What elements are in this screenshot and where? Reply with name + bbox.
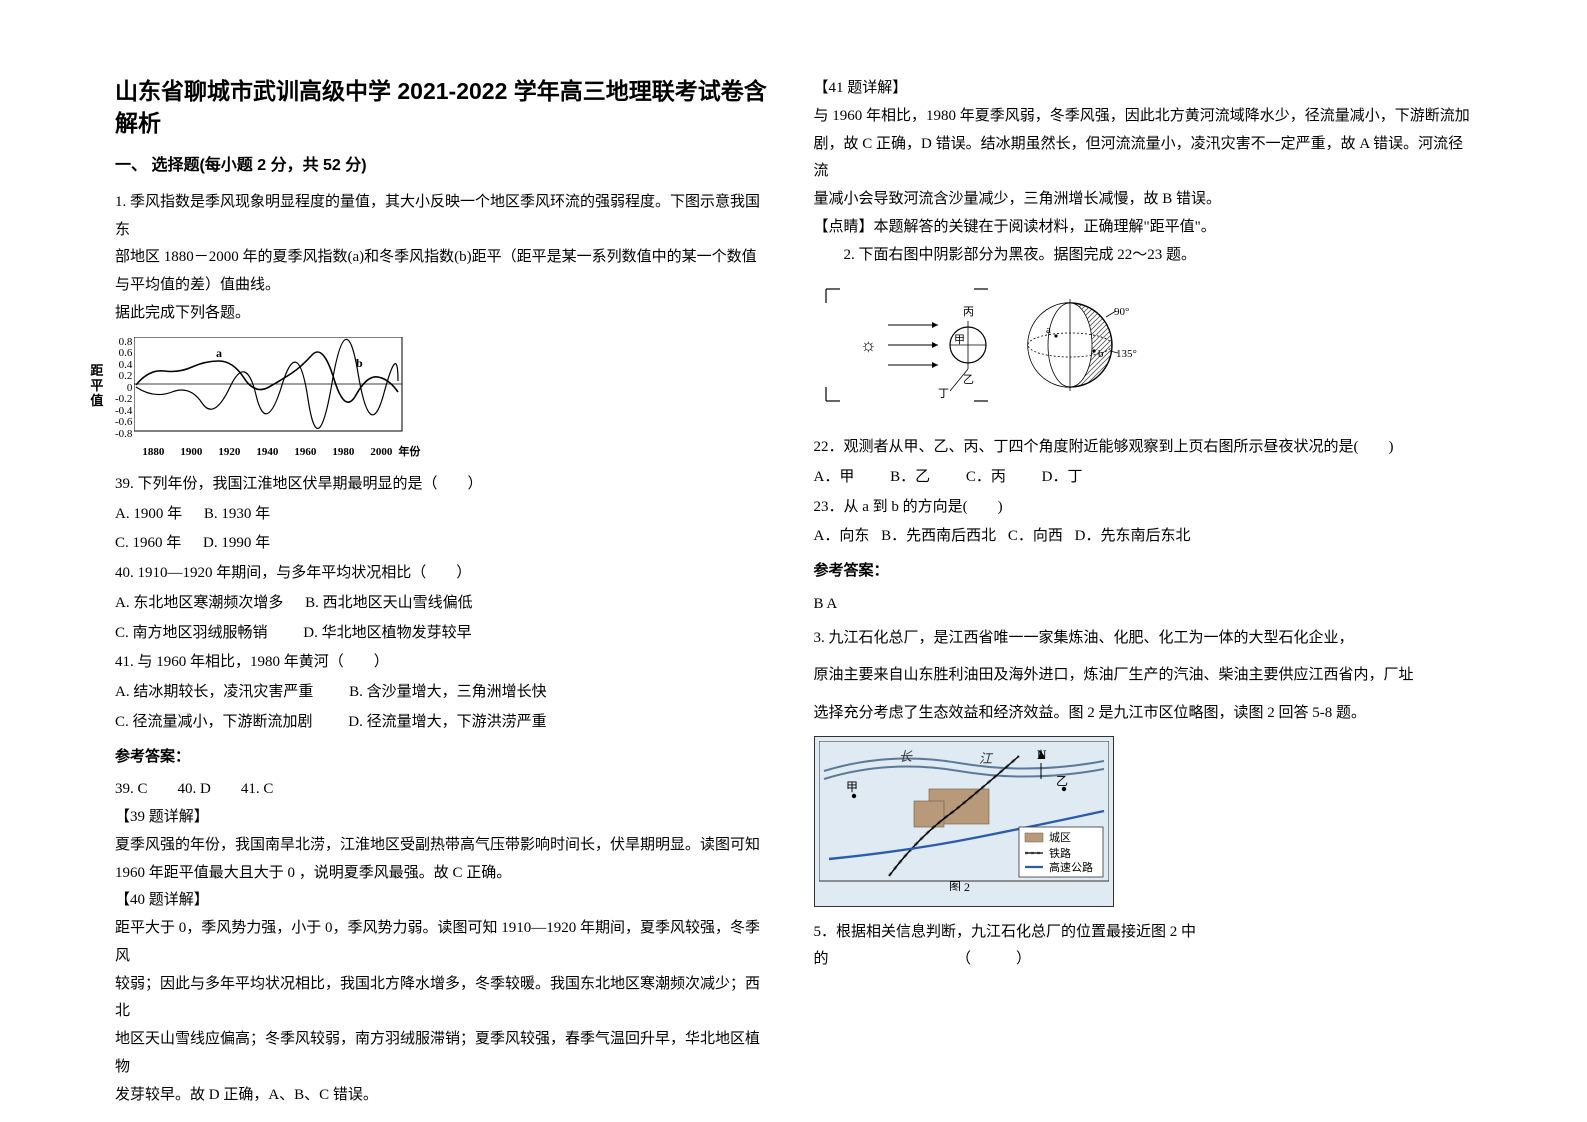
ylabel: 平 bbox=[90, 378, 103, 393]
answers-2: B A bbox=[814, 591, 1473, 619]
q40-opt-d: D. 华北地区植物发芽较早 bbox=[303, 625, 471, 641]
svg-text:丁: 丁 bbox=[938, 388, 949, 400]
q23-options: A．向东 B．先西南后西北 C．向西 D．先东南后东北 bbox=[814, 523, 1473, 551]
q41: 41. 与 1960 年相比，1980 年黄河（ ） bbox=[115, 649, 774, 677]
svg-text:a: a bbox=[216, 346, 222, 360]
svg-text:乙: 乙 bbox=[1056, 774, 1068, 788]
x-unit: 年份 bbox=[398, 442, 420, 462]
q22-opt-b: B．乙 bbox=[890, 464, 930, 492]
q1-intro: 1. 季风指数是季风现象明显程度的量值，其大小反映一个地区季风环流的强弱程度。下… bbox=[115, 189, 774, 328]
legend-rail: 铁路 bbox=[1049, 847, 1071, 860]
q39-explain-heading: 【39 题详解】 bbox=[115, 804, 774, 832]
para-line: 地区天山雪线应偏高；冬季风较弱，南方羽绒服滞销；夏季风较强，春季气温回升早，华北… bbox=[115, 1026, 774, 1082]
ytick: 0.6 bbox=[115, 348, 132, 360]
q5-line1: 5．根据相关信息判断，九江石化总厂的位置最接近图 2 中 bbox=[814, 919, 1473, 947]
ytick: -0.6 bbox=[115, 417, 132, 429]
earth-sun-diagram: ☼ 甲 乙 丙 丁 bbox=[814, 275, 1146, 428]
document-title: 山东省聊城市武训高级中学 2021-2022 学年高三地理联考试卷含解析 bbox=[115, 75, 774, 139]
para-line: 与 1960 年相比，1980 年夏季风弱，冬季风强，因此北方黄河流域降水少，径… bbox=[814, 103, 1473, 131]
xtick: 1960 bbox=[294, 442, 316, 462]
ylabel: 距 bbox=[90, 363, 103, 378]
xtick: 1900 bbox=[180, 442, 202, 462]
chart-svg: a b bbox=[134, 337, 434, 432]
para-line: 距平大于 0，季风势力强，小于 0，季风势力弱。读图可知 1910—1920 年… bbox=[115, 915, 774, 971]
xtick: 2000 bbox=[370, 442, 392, 462]
right-column: 【41 题详解】 与 1960 年相比，1980 年夏季风弱，冬季风强，因此北方… bbox=[794, 75, 1493, 1047]
legend-city: 城区 bbox=[1049, 831, 1071, 844]
section-heading: 一、 选择题(每小题 2 分，共 52 分) bbox=[115, 151, 774, 181]
para-line: 剧，故 C 正确，D 错误。结冰期虽然长，但河流流量小，凌汛灾害不一定严重，故 … bbox=[814, 131, 1473, 187]
q23-opt-c: C．向西 bbox=[1008, 528, 1063, 544]
xtick: 1880 bbox=[142, 442, 164, 462]
jiujiang-map: 长 江 甲 乙 N 城区 铁路 高速 bbox=[814, 736, 1114, 907]
q39: 39. 下列年份，我国江淮地区伏旱期最明显的是（ ） bbox=[115, 471, 774, 499]
q41-opt-c: C. 径流量减小，下游断流加剧 bbox=[115, 714, 313, 730]
left-column: 山东省聊城市武训高级中学 2021-2022 学年高三地理联考试卷含解析 一、 … bbox=[95, 75, 794, 1047]
q39-opt-a: A. 1900 年 bbox=[115, 506, 182, 522]
para-line: 1960 年距平值最大且大于 0 ，说明夏季风最强。故 C 正确。 bbox=[115, 860, 774, 888]
q5-line2: 的 （ ） bbox=[814, 946, 1473, 974]
river-label: 长 bbox=[899, 749, 913, 764]
para-line: 据此完成下列各题。 bbox=[115, 300, 774, 328]
sun-icon: ☼ bbox=[860, 335, 877, 355]
q41-opt-b: B. 含沙量增大，三角洲增长快 bbox=[349, 684, 547, 700]
svg-text:乙: 乙 bbox=[963, 373, 974, 386]
ytick: 0.2 bbox=[115, 371, 132, 383]
svg-text:江: 江 bbox=[979, 751, 994, 766]
q39-opt-d: D. 1990 年 bbox=[203, 535, 270, 551]
q40-opt-a: A. 东北地区寒潮频次增多 bbox=[115, 595, 283, 611]
q41-opt-a: A. 结冰期较长，凌汛灾害严重 bbox=[115, 684, 313, 700]
q41-explain-heading: 【41 题详解】 bbox=[814, 75, 1473, 103]
svg-text:135°: 135° bbox=[1116, 348, 1137, 360]
para-line: 1. 季风指数是季风现象明显程度的量值，其大小反映一个地区季风环流的强弱程度。下… bbox=[115, 189, 774, 245]
svg-text:b: b bbox=[1098, 348, 1104, 360]
q23: 23．从 a 到 b 的方向是( ) bbox=[814, 494, 1473, 522]
q40-opt-b: B. 西北地区天山雪线偏低 bbox=[305, 595, 473, 611]
reference-heading-2: 参考答案： bbox=[814, 557, 1473, 585]
legend-highway: 高速公路 bbox=[1049, 860, 1093, 874]
q3-line1: 3. 九江石化总厂，是江西省唯一一家集炼油、化肥、化工为一体的大型石化企业， bbox=[814, 625, 1473, 653]
q23-opt-b: B．先西南后西北 bbox=[881, 528, 996, 544]
svg-text:90°: 90° bbox=[1114, 306, 1129, 318]
xtick: 1940 bbox=[256, 442, 278, 462]
q40-opt-c: C. 南方地区羽绒服畅销 bbox=[115, 625, 268, 641]
q23-opt-a: A．向东 bbox=[814, 528, 870, 544]
tip-line: 【点睛】本题解答的关键在于阅读材料，正确理解"距平值"。 bbox=[814, 214, 1473, 242]
svg-text:b: b bbox=[356, 356, 363, 370]
ylabel: 值 bbox=[90, 393, 103, 408]
monsoon-index-chart: 0.8 0.6 0.4 0.2 0 -0.2 -0.4 -0.6 -0.8 距 … bbox=[115, 337, 434, 463]
svg-text:甲: 甲 bbox=[846, 780, 858, 794]
q22-options: A．甲 B．乙 C．丙 D．丁 bbox=[814, 464, 1473, 492]
svg-text:丙: 丙 bbox=[963, 306, 974, 318]
q3-line2: 原油主要来自山东胜利油田及海外进口，炼油厂生产的汽油、柴油主要供应江西省内，厂址 bbox=[814, 662, 1473, 690]
para-line: 夏季风强的年份，我国南旱北涝，江淮地区受副热带高气压带影响时间长，伏旱期明显。读… bbox=[115, 832, 774, 860]
q22-opt-d: D．丁 bbox=[1042, 464, 1083, 492]
q22: 22．观测者从甲、乙、丙、丁四个角度附近能够观察到上页右图所示昼夜状况的是( ) bbox=[814, 434, 1473, 462]
q41-opt-d: D. 径流量增大，下游洪涝严重 bbox=[348, 714, 546, 730]
q2-intro: 2. 下面右图中阴影部分为黑夜。据图完成 22～23 题。 bbox=[844, 242, 1473, 270]
ytick: -0.2 bbox=[115, 394, 132, 406]
q40-explain-heading: 【40 题详解】 bbox=[115, 887, 774, 915]
q39-opt-c: C. 1960 年 bbox=[115, 535, 181, 551]
svg-text:甲: 甲 bbox=[954, 334, 965, 346]
q23-opt-d: D．先东南后东北 bbox=[1075, 528, 1191, 544]
reference-heading: 参考答案： bbox=[115, 743, 774, 771]
xtick: 1980 bbox=[332, 442, 354, 462]
map-caption: 图 2 bbox=[949, 880, 970, 891]
para-line: 部地区 1880－2000 年的夏季风指数(a)和冬季风指数(b)距平（距平是某… bbox=[115, 244, 774, 272]
para-line: 发芽较早。故 D 正确，A、B、C 错误。 bbox=[115, 1082, 774, 1110]
q22-opt-a: A．甲 bbox=[814, 464, 855, 492]
q40: 40. 1910—1920 年期间，与多年平均状况相比（ ） bbox=[115, 560, 774, 588]
para-line: 量减小会导致河流含沙量减少，三角洲增长减慢，故 B 错误。 bbox=[814, 186, 1473, 214]
q39-opt-b: B. 1930 年 bbox=[204, 506, 270, 522]
xtick: 1920 bbox=[218, 442, 240, 462]
svg-text:a: a bbox=[1046, 324, 1051, 336]
para-line: 与平均值的差）值曲线。 bbox=[115, 272, 774, 300]
answers: 39. C 40. D 41. C bbox=[115, 776, 774, 804]
ytick: -0.8 bbox=[115, 429, 132, 441]
para-line: 较弱；因此与多年平均状况相比，我国北方降水增多，冬季较暖。我国东北地区寒潮频次减… bbox=[115, 971, 774, 1027]
q3-line3: 选择充分考虑了生态效益和经济效益。图 2 是九江市区位略图，读图 2 回答 5-… bbox=[814, 700, 1473, 728]
q22-opt-c: C．丙 bbox=[966, 464, 1006, 492]
